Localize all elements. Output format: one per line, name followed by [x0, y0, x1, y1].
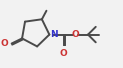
Text: N: N: [50, 30, 57, 39]
Text: O: O: [72, 30, 79, 39]
Text: O: O: [0, 39, 8, 48]
Text: O: O: [60, 49, 68, 58]
